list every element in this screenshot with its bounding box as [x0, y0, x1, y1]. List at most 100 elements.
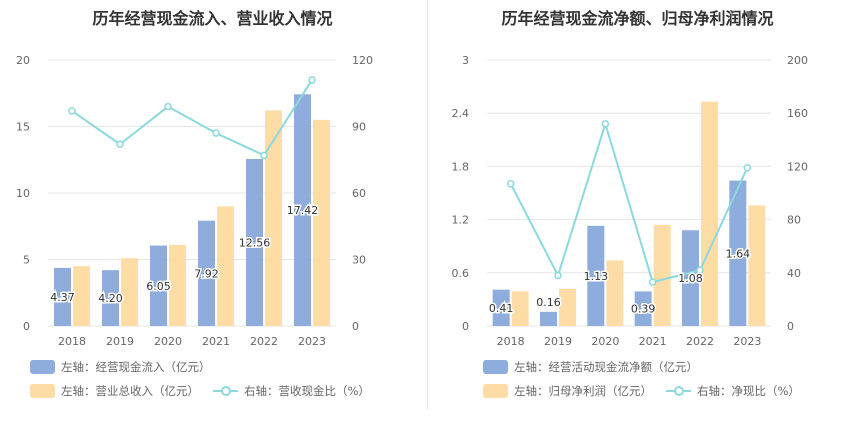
legend-label: 左轴：经营现金流入（亿元） — [61, 360, 211, 374]
legend-row-2: 左轴：归母净利润（亿元） 右轴：净现比（%） — [483, 383, 814, 399]
ratio-point — [164, 102, 172, 111]
ratio-point — [743, 163, 752, 172]
y-tick-right: 30 — [352, 254, 366, 267]
x-tick-label: 2020 — [591, 335, 619, 348]
y-tick-left: 0.6 — [452, 267, 470, 280]
ratio-point — [506, 179, 515, 188]
chart-panel-net-cash-profit: 历年经营现金流净额、归母净利润情况 0 0.6 1.2 1.8 2.4 3 0 40 80 120… — [425, 0, 850, 437]
bar-secondary — [313, 119, 330, 326]
ratio-point — [68, 107, 76, 115]
legend-swatch-blue — [30, 360, 55, 374]
legend-swatch-blue — [483, 360, 508, 374]
bar-secondary — [265, 110, 282, 326]
y-tick-right: 200 — [787, 54, 808, 67]
legend-row-1: 左轴：经营现金流入（亿元） — [30, 359, 225, 375]
x-tick-label: 2022 — [686, 335, 714, 348]
bar-bar-left — [294, 94, 311, 327]
ratio-point — [648, 278, 657, 286]
bar-bar-left — [102, 270, 119, 326]
bar-bar-left — [587, 225, 605, 326]
x-tick-label: 2018 — [497, 335, 525, 348]
legend-label: 右轴：净现比（%） — [697, 384, 800, 398]
chart-svg-cash-inflow-revenue: 0 5 10 15 20 0 30 60 90 120 2018 2019 2020 2021 2022 20… — [16, 54, 373, 348]
y-tick-right: 80 — [787, 214, 801, 227]
y-tick-right: 120 — [352, 54, 373, 67]
legend-row-2: 左轴：营业总收入（亿元） 右轴：营收现金比（%） — [30, 383, 384, 399]
legend-swatch-orange — [30, 384, 55, 398]
ratio-line — [71, 79, 313, 157]
data-label: 1.13 — [584, 270, 609, 283]
chart-panel-cash-inflow-revenue: 历年经营现金流入、营业收入情况 0 5 10 15 20 0 30 60 90 120 2018 20… — [16, 9, 384, 399]
bar-secondary — [73, 266, 90, 326]
chart-svg-net-cash-profit: 0 0.6 1.2 1.8 2.4 3 0 40 80 120 160 200 2018 2019 2020… — [452, 54, 809, 348]
bar-secondary — [511, 291, 529, 326]
legend-label: 左轴：经营活动现金流净额（亿元） — [514, 360, 698, 374]
legend-item-revenue[interactable]: 左轴：营业总收入（亿元） — [30, 383, 199, 399]
y-tick-left: 5 — [23, 254, 30, 267]
y-tick-right: 120 — [787, 160, 808, 173]
legend-label: 左轴：营业总收入（亿元） — [61, 384, 199, 398]
y-tick-left: 1.8 — [452, 160, 470, 173]
y-tick-left: 10 — [16, 187, 30, 200]
ratio-point — [308, 76, 316, 84]
legend-item-net-profit[interactable]: 左轴：归母净利润（亿元） — [483, 383, 652, 399]
ratio-point — [601, 120, 610, 128]
y-tick-left: 1.2 — [452, 214, 470, 227]
bar-secondary — [217, 206, 234, 326]
ratio-point — [554, 271, 562, 280]
bar-bar-left — [540, 311, 557, 326]
legend-swatch-orange — [483, 384, 508, 398]
data-label: 0.39 — [631, 303, 656, 316]
legend-label: 左轴：归母净利润（亿元） — [514, 384, 652, 398]
data-label: 1.08 — [678, 272, 703, 285]
ratio-point — [116, 140, 124, 148]
bar-bar-left — [634, 291, 652, 326]
x-tick-label: 2021 — [639, 335, 667, 348]
y-tick-right: 0 — [787, 320, 794, 333]
y-tick-left: 0 — [462, 320, 469, 333]
x-tick-label: 2018 — [58, 335, 86, 348]
data-label: 0.16 — [536, 296, 561, 309]
y-tick-right: 40 — [787, 267, 801, 280]
bar-bar-left — [198, 220, 215, 326]
bar-secondary — [748, 205, 766, 326]
legend-swatch-line — [666, 384, 691, 398]
bar-bar-left — [246, 158, 263, 326]
legend-swatch-line — [213, 384, 238, 398]
data-label: 6.05 — [146, 280, 171, 293]
chart-title: 历年经营现金流净额、归母净利润情况 — [501, 9, 774, 28]
data-label: 17.42 — [287, 204, 319, 217]
y-tick-right: 160 — [787, 107, 808, 120]
chart-title: 历年经营现金流入、营业收入情况 — [92, 9, 333, 28]
y-tick-right: 0 — [352, 320, 359, 333]
data-label: 1.64 — [726, 247, 751, 260]
x-tick-label: 2023 — [298, 335, 326, 348]
y-tick-right: 90 — [352, 121, 366, 134]
legend-item-net-cash-ratio[interactable]: 右轴：净现比（%） — [666, 383, 800, 399]
bar-secondary — [606, 260, 624, 326]
bar-secondary — [121, 258, 138, 326]
bar-bar-left — [729, 180, 747, 326]
legend-row-1: 左轴：经营活动现金流净额（亿元） — [483, 359, 712, 375]
y-tick-left: 0 — [23, 320, 30, 333]
legend-item-cash-inflow[interactable]: 左轴：经营现金流入（亿元） — [30, 359, 211, 375]
bar-secondary — [653, 224, 671, 326]
legend-label: 右轴：营收现金比（%） — [244, 384, 370, 398]
y-tick-right: 60 — [352, 187, 366, 200]
bar-secondary — [559, 288, 576, 326]
ratio-point — [212, 129, 220, 137]
ratio-point — [696, 266, 704, 274]
y-tick-left: 20 — [16, 54, 30, 67]
data-label: 12.56 — [239, 236, 271, 249]
x-tick-label: 2019 — [106, 335, 134, 348]
y-tick-left: 2.4 — [452, 107, 470, 120]
x-tick-label: 2022 — [250, 335, 278, 348]
bar-bar-left — [54, 267, 71, 326]
data-label: 0.41 — [489, 302, 514, 315]
x-tick-label: 2021 — [202, 335, 230, 348]
data-label: 7.92 — [194, 267, 219, 280]
legend-item-revenue-cash-ratio[interactable]: 右轴：营收现金比（%） — [213, 383, 370, 399]
legend-item-net-cash-flow[interactable]: 左轴：经营活动现金流净额（亿元） — [483, 359, 698, 375]
data-label: 4.37 — [50, 291, 75, 304]
